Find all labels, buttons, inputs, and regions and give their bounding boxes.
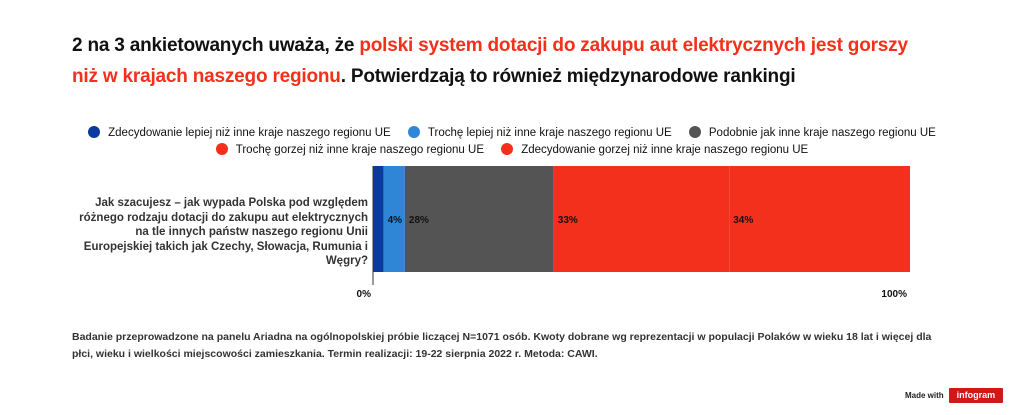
bar-segment-podobnie-jak-inne[interactable] <box>404 166 554 272</box>
legend-dot <box>215 143 228 155</box>
axis-label-min: 0% <box>357 289 372 300</box>
made-with-text: Made with <box>905 391 944 400</box>
legend-dot <box>407 126 420 138</box>
chart-title: 2 na 3 ankietowanych uważa, że polski sy… <box>72 30 932 92</box>
data-label-troche-gorzej-niz: 33% <box>558 215 578 226</box>
legend-label: Podobnie jak inne kraje naszego regionu … <box>708 127 936 139</box>
axis-label-max: 100% <box>881 289 907 300</box>
bar-segment-zdecydowanie-gorzej-niz[interactable] <box>729 166 910 272</box>
legend-item-zdecydowanie-gorzej[interactable]: Zdecydowanie gorzej niż inne kraje nasze… <box>501 142 808 159</box>
legend-dot <box>88 126 101 138</box>
title-highlight: polski system dotacji do zakupu aut elek… <box>72 35 908 87</box>
methodology-footnote: Badanie przeprowadzone na panelu Ariadna… <box>72 331 932 360</box>
bar-segment-zdecydowanie-lepiej-niz[interactable] <box>373 166 384 272</box>
infogram-logo[interactable]: infogram <box>948 388 1004 403</box>
legend: Zdecydowanie lepiej niż inne kraje nasze… <box>60 125 964 159</box>
category-label: Jak szacujesz – jak wypada Polska pod wz… <box>79 197 368 267</box>
legend-dot <box>501 143 514 155</box>
data-label-podobnie-jak-inne: 28% <box>409 215 429 226</box>
data-label-zdecydowanie-gorzej-niz: 34% <box>733 215 753 226</box>
legend-item-troche-lepiej[interactable]: Trochę lepiej niż inne kraje naszego reg… <box>407 125 672 142</box>
title-part-2: . Potwierdzają to również międzynarodowe… <box>340 66 796 87</box>
legend-label: Zdecydowanie gorzej niż inne kraje nasze… <box>521 144 809 156</box>
bar-segment-troche-gorzej-niz[interactable] <box>553 166 730 272</box>
legend-label: Trochę gorzej niż inne kraje naszego reg… <box>235 144 484 156</box>
legend-label: Trochę lepiej niż inne kraje naszego reg… <box>427 127 672 139</box>
legend-label: Zdecydowanie lepiej niż inne kraje nasze… <box>108 127 391 139</box>
legend-item-zdecydowanie-lepiej[interactable]: Zdecydowanie lepiej niż inne kraje nasze… <box>88 125 391 142</box>
legend-item-troche-gorzej[interactable]: Trochę gorzej niż inne kraje naszego reg… <box>215 142 484 159</box>
data-label-troche-lepiej-niz: 4% <box>388 215 403 226</box>
legend-item-podobnie[interactable]: Podobnie jak inne kraje naszego regionu … <box>688 125 936 142</box>
title-part-1: 2 na 3 ankietowanych uważa, że <box>72 35 360 56</box>
legend-row-2: Trochę gorzej niż inne kraje naszego reg… <box>60 142 964 159</box>
bar-segment-troche-lepiej-niz[interactable] <box>383 166 405 272</box>
made-with-badge[interactable]: Made with infogram <box>905 388 1004 403</box>
legend-row-1: Zdecydowanie lepiej niż inne kraje nasze… <box>60 125 964 142</box>
legend-dot <box>688 126 701 138</box>
